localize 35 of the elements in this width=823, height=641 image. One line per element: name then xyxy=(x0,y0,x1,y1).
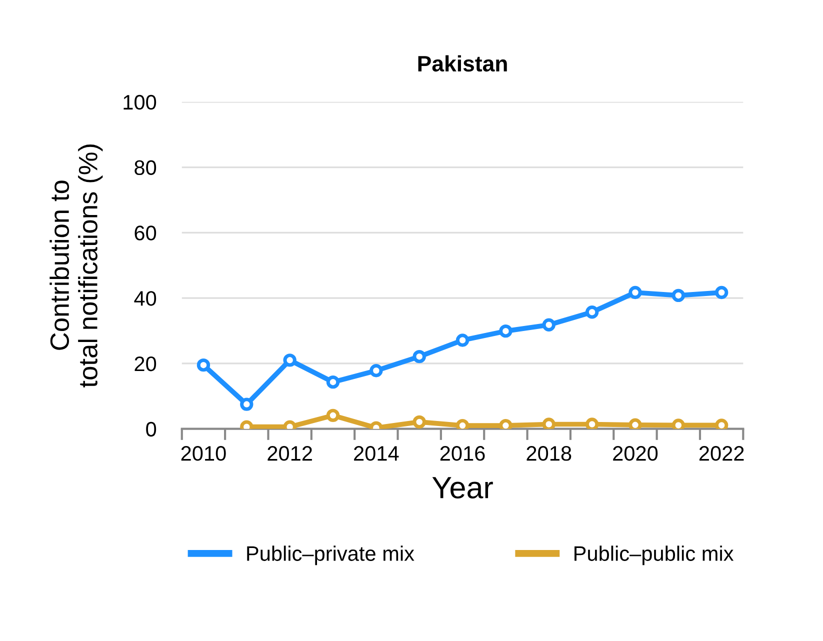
point xyxy=(196,358,210,372)
point xyxy=(542,418,556,429)
x-tick-label: 2014 xyxy=(354,446,399,461)
point xyxy=(370,364,383,378)
x-tick-label: 2010 xyxy=(181,446,226,461)
point xyxy=(542,318,556,332)
x-tick-label: 2020 xyxy=(613,446,658,461)
point xyxy=(326,375,340,389)
point xyxy=(326,408,340,422)
point xyxy=(585,418,599,429)
y-tick-label: 0 xyxy=(146,422,156,437)
x-tick-label: 2022 xyxy=(699,446,744,461)
y-tick-label: 40 xyxy=(134,291,156,306)
legend-label: Public–public mix xyxy=(574,546,734,566)
point xyxy=(628,286,642,300)
point xyxy=(585,306,599,319)
y-axis-title: Contribution to total notifications (%) xyxy=(50,144,103,388)
y-tick-label: 60 xyxy=(134,226,156,240)
point xyxy=(499,324,512,338)
y-tick-label: 20 xyxy=(134,356,156,372)
x-tick-label: 2016 xyxy=(440,446,485,461)
x-tick-label: 2018 xyxy=(526,446,572,461)
point xyxy=(240,398,254,411)
point xyxy=(412,350,426,364)
point xyxy=(283,354,296,367)
legend-label: Public–private mix xyxy=(247,546,414,566)
x-tick-label: 2012 xyxy=(268,446,312,461)
point xyxy=(714,286,728,300)
chart-title: Pakistan xyxy=(418,55,507,72)
point xyxy=(456,334,470,347)
y-tick-label: 80 xyxy=(134,160,156,176)
x-axis-title: Year xyxy=(432,477,493,498)
point xyxy=(672,288,685,302)
point xyxy=(412,415,426,429)
y-tick-label: 100 xyxy=(124,94,156,110)
